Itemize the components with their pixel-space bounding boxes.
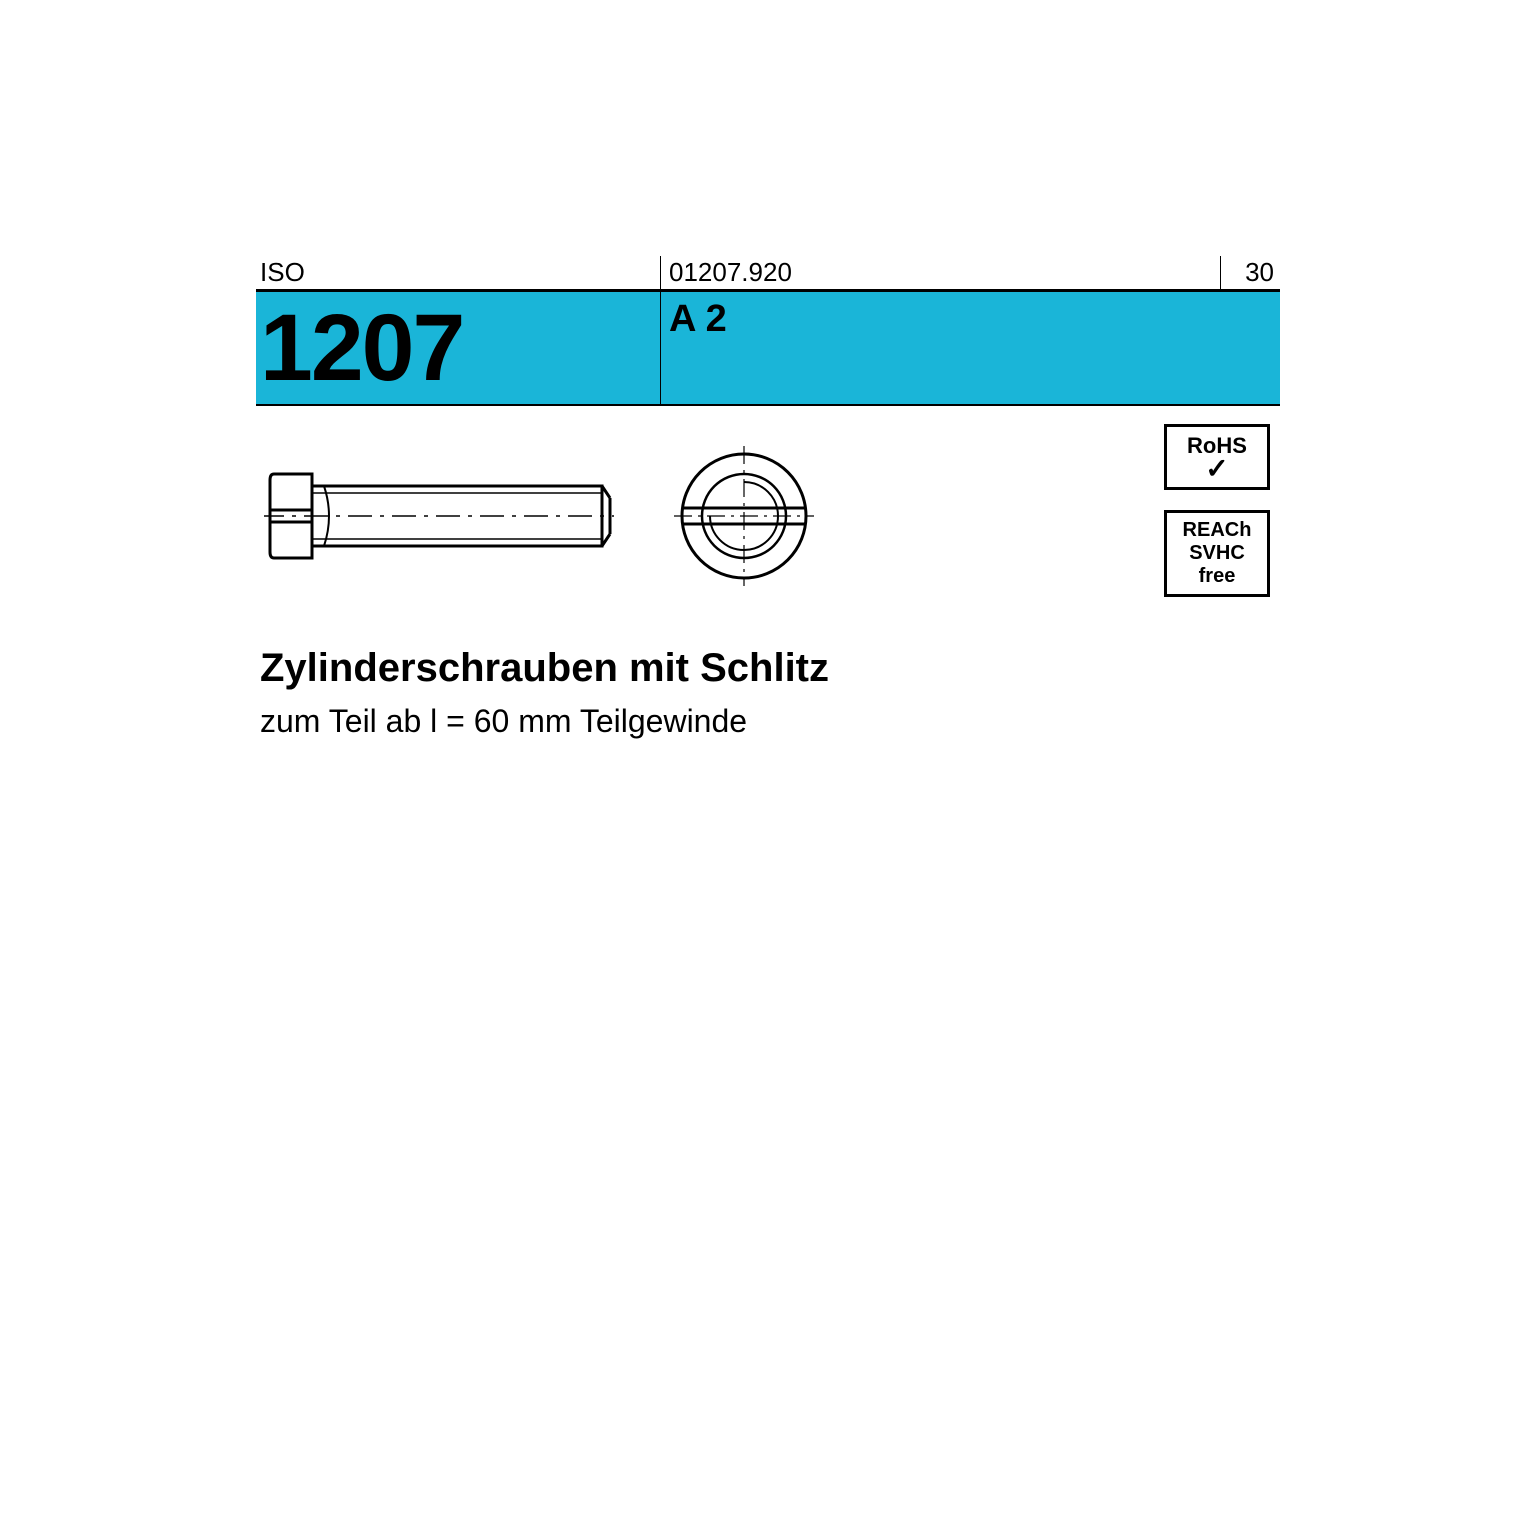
datasheet-card: ISO 01207.920 30 1207 A 2 (256, 256, 1280, 1280)
reach-line2: SVHC (1171, 542, 1263, 565)
reach-line1: REACh (1171, 519, 1263, 542)
qty-cell: 30 (1221, 256, 1280, 289)
material-grade: A 2 (661, 292, 1280, 404)
screw-side-view-icon (264, 456, 614, 576)
product-title: Zylinderschrauben mit Schlitz (260, 646, 1280, 691)
rohs-badge: RoHS ✓ (1164, 424, 1270, 490)
technical-drawings (256, 436, 1280, 596)
article-code-cell: 01207.920 (661, 256, 1221, 289)
product-description: Zylinderschrauben mit Schlitz zum Teil a… (256, 596, 1280, 740)
screw-front-view-icon (674, 446, 814, 586)
reach-badge: REACh SVHC free (1164, 510, 1270, 597)
reach-line3: free (1171, 565, 1263, 588)
check-icon: ✓ (1171, 458, 1263, 480)
compliance-badges: RoHS ✓ REACh SVHC free (1164, 424, 1270, 597)
product-subtitle: zum Teil ab l = 60 mm Teilgewinde (260, 703, 1280, 740)
main-row: 1207 A 2 (256, 292, 1280, 406)
header-row: ISO 01207.920 30 (256, 256, 1280, 292)
standard-org-cell: ISO (256, 256, 661, 289)
content-area: RoHS ✓ REACh SVHC free Zylinderschrauben… (256, 406, 1280, 740)
standard-number: 1207 (256, 292, 661, 404)
